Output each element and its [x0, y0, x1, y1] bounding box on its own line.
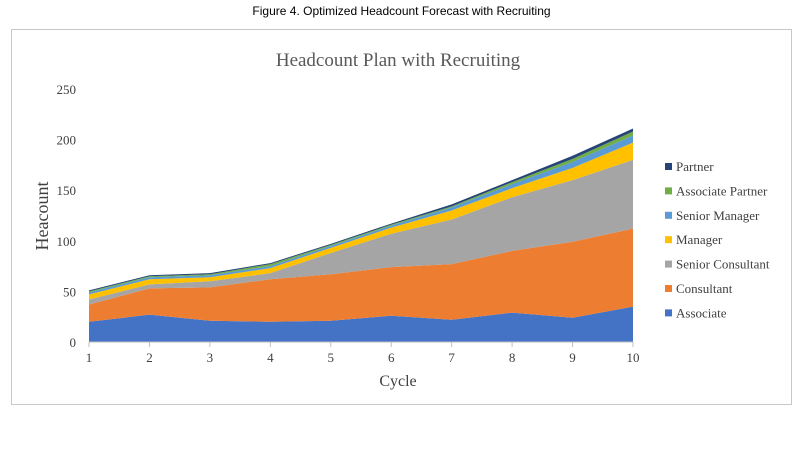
y-tick-label: 0	[70, 335, 77, 350]
legend-item: Manager	[676, 232, 723, 247]
x-tick-label: 7	[448, 350, 455, 365]
x-tick-label: 5	[328, 350, 335, 365]
x-tick-label: 6	[388, 350, 395, 365]
area-senior-consultant	[89, 159, 633, 305]
y-tick-label: 100	[57, 234, 77, 249]
y-tick-label: 250	[57, 82, 77, 97]
chart-frame	[11, 29, 792, 405]
chart-title: Headcount Plan with Recruiting	[276, 50, 521, 71]
x-tick-label: 10	[627, 350, 640, 365]
legend-item: Associate	[676, 305, 727, 320]
legend-item: Associate Partner	[676, 183, 768, 198]
y-axis-label: Heacount	[32, 182, 52, 251]
legend-swatch	[665, 236, 672, 244]
y-tick-label: 50	[63, 284, 76, 299]
y-tick-label: 150	[57, 183, 77, 198]
legend-item: Senior Manager	[676, 208, 760, 223]
area-associate	[89, 306, 633, 342]
legend-swatch	[665, 285, 672, 292]
legend-item: Partner	[676, 159, 714, 174]
x-tick-label: 1	[86, 350, 93, 365]
legend-swatch	[665, 187, 672, 195]
legend-item: Senior Consultant	[676, 257, 770, 272]
x-tick-label: 8	[509, 350, 516, 365]
x-tick-label: 4	[267, 350, 274, 365]
x-axis-label: Cycle	[379, 373, 416, 390]
legend-swatch	[665, 211, 672, 219]
legend-item: Consultant	[676, 281, 733, 296]
x-tick-label: 3	[207, 350, 214, 365]
legend-swatch	[665, 163, 672, 170]
y-tick-label: 200	[57, 133, 77, 148]
legend-swatch	[665, 260, 672, 268]
legend-swatch	[665, 309, 672, 317]
area-consultant	[89, 228, 633, 322]
figure-caption: Figure 4. Optimized Headcount Forecast w…	[252, 4, 551, 18]
x-tick-label: 2	[146, 350, 153, 365]
area-manager	[89, 142, 633, 300]
x-tick-label: 9	[569, 350, 576, 365]
